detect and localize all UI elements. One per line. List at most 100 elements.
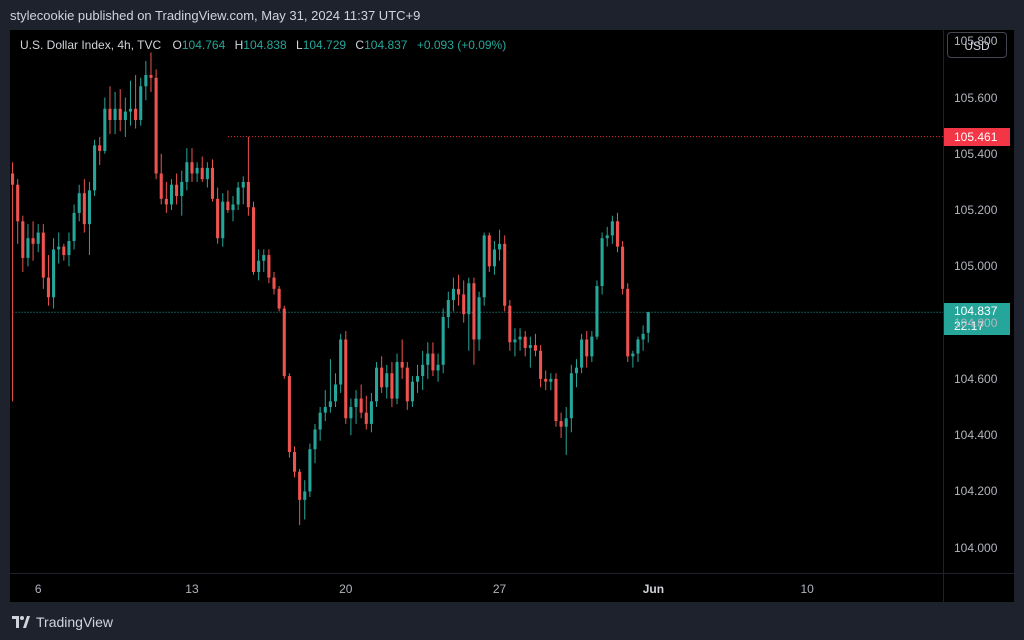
candle <box>554 373 558 427</box>
candle <box>359 384 363 419</box>
candle-body <box>595 286 599 337</box>
candle <box>528 336 532 368</box>
price-axis[interactable]: USD 105.461 104.837 22:17 105.800 105.600… <box>944 30 1014 573</box>
candle <box>277 286 281 312</box>
candle <box>323 390 327 422</box>
candle-body <box>77 193 81 213</box>
candle <box>615 212 620 253</box>
candle <box>164 181 168 213</box>
candle <box>231 195 235 222</box>
candle-body <box>380 367 384 388</box>
candle-body <box>303 491 307 500</box>
candle <box>313 423 317 464</box>
price-tick-label: 104.600 <box>954 371 998 386</box>
candle-body <box>585 339 589 357</box>
candle <box>369 392 373 433</box>
candle-body <box>195 167 199 174</box>
candle-body <box>36 232 40 244</box>
candle <box>98 136 102 166</box>
high-value: 104.838 <box>243 38 287 52</box>
candle <box>539 345 543 388</box>
candle-body <box>333 384 338 402</box>
tradingview-logo[interactable]: TradingView <box>12 614 113 630</box>
candle <box>400 339 404 379</box>
candle-body <box>216 198 220 239</box>
candle-body <box>139 86 143 121</box>
candle-body <box>287 376 291 453</box>
candle <box>446 291 450 329</box>
candle <box>374 361 379 408</box>
candle-body <box>395 361 399 399</box>
candle-body <box>462 294 466 315</box>
candle-body <box>46 277 50 298</box>
candle <box>128 80 133 126</box>
candle <box>451 277 455 312</box>
candle-body <box>257 260 261 272</box>
candle-body <box>615 221 620 247</box>
candle-body <box>313 429 317 450</box>
candle <box>380 356 384 393</box>
candle <box>610 215 614 244</box>
candle <box>52 238 56 309</box>
candle <box>139 77 143 126</box>
candle-body <box>554 378 558 422</box>
candle-body <box>87 190 91 225</box>
candle <box>154 69 158 180</box>
candle-body <box>169 184 174 205</box>
candle <box>298 468 302 526</box>
candle <box>498 229 502 261</box>
candle <box>241 176 245 205</box>
price-badge-red: 105.461 <box>944 127 1010 146</box>
candle <box>221 193 225 247</box>
currency-button[interactable]: USD <box>947 32 1007 58</box>
candle-body <box>16 184 20 222</box>
candle-body <box>539 350 543 379</box>
candle-body <box>385 373 389 388</box>
candle <box>339 333 343 393</box>
candle-body <box>482 235 486 298</box>
candle <box>210 159 215 202</box>
candle-body <box>123 111 127 121</box>
candle <box>134 75 138 129</box>
close-value: 104.837 <box>364 38 408 52</box>
candle <box>390 361 394 408</box>
candle <box>354 390 358 424</box>
axis-corner <box>944 574 1014 602</box>
candle-body <box>405 367 409 402</box>
candle <box>395 353 399 405</box>
price-tick-label: 104.400 <box>954 428 998 443</box>
candle <box>41 224 45 289</box>
candle <box>287 373 291 458</box>
candle <box>82 179 86 233</box>
low-label: L <box>296 38 303 52</box>
candle <box>149 52 153 92</box>
candle <box>180 170 184 216</box>
candle-body <box>236 187 240 205</box>
candle-body <box>144 75 148 87</box>
candle <box>318 407 322 441</box>
candle <box>123 97 127 137</box>
candle <box>533 333 537 357</box>
candle <box>16 179 20 244</box>
candle-body <box>600 238 604 287</box>
candle-body <box>98 145 102 151</box>
candle-body <box>457 288 461 295</box>
candle <box>457 274 461 306</box>
candle-body <box>359 398 363 413</box>
candle-body <box>31 238 35 244</box>
time-axis[interactable]: 6 13 20 27 Jun 10 <box>10 574 943 602</box>
candle-body <box>57 246 61 250</box>
candle-body <box>308 449 312 492</box>
candle <box>226 190 230 213</box>
candle-body <box>113 108 117 121</box>
candle <box>251 201 256 275</box>
candlestick-chart[interactable] <box>10 30 943 573</box>
candle-body <box>175 184 179 196</box>
candle-body <box>580 339 584 368</box>
chart-plot-area[interactable]: U.S. Dollar Index, 4h, TVC O104.764 H104… <box>10 30 943 573</box>
candle-body <box>364 412 368 424</box>
candle <box>574 359 579 388</box>
candle-body <box>631 353 635 357</box>
candle-body <box>21 221 25 258</box>
candle <box>626 283 630 362</box>
